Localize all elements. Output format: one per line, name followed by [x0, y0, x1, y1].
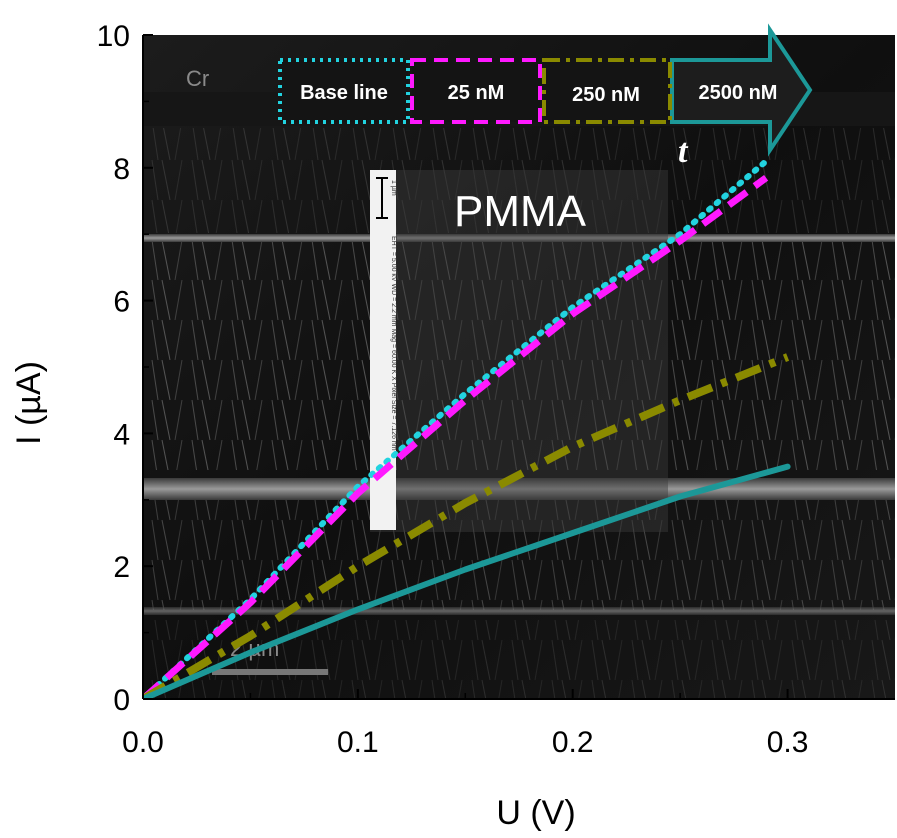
electrode-bar [143, 478, 895, 500]
x-axis-title: U (V) [496, 794, 575, 832]
inset-info-text: EHT = 5.00 kV WD = 2.2 mm Mag = 60.00 K … [390, 236, 397, 451]
y-tick-label: 4 [113, 418, 130, 451]
x-tick-label: 0.0 [122, 726, 164, 759]
electrode-bar [143, 234, 895, 242]
y-tick-label: 10 [97, 20, 130, 53]
y-tick-label: 6 [113, 286, 130, 319]
legend-label-250nm: 250 nM [572, 84, 640, 106]
legend-label-2500nm: 2500 nM [699, 82, 778, 104]
series-line-0 [143, 158, 770, 699]
legend-box-25nm [410, 58, 542, 124]
y-tick-label: 8 [113, 153, 130, 186]
time-arrow [670, 23, 813, 157]
y-tick-label: 2 [113, 551, 130, 584]
series-line-1 [143, 174, 769, 699]
x-tick-label: 0.3 [767, 726, 809, 759]
legend-box-baseline [278, 58, 410, 124]
legend-box-250nm [542, 58, 672, 124]
electrode-label: Cr [186, 66, 209, 91]
x-tick-label: 0.2 [552, 726, 594, 759]
x-ticks: 0.0 0.1 0.2 0.3 [122, 689, 808, 759]
series-layer [143, 158, 791, 699]
legend: Base line 25 nM 250 nM 2500 nM t [278, 23, 813, 170]
y-ticks: 0 2 4 6 8 10 [97, 20, 153, 717]
y-axis-title: I (µA) [10, 361, 48, 445]
legend-label-25nm: 25 nM [448, 82, 505, 104]
time-arrow-label: t [678, 133, 689, 170]
series-line-2 [143, 353, 790, 699]
series-line-3 [143, 463, 791, 699]
inset-scale-label: 1 µm [390, 180, 397, 196]
electrode-bar [143, 607, 895, 615]
x-tick-label: 0.1 [337, 726, 379, 759]
y-tick-label: 0 [113, 684, 130, 717]
legend-label-baseline: Base line [300, 82, 388, 104]
pmma-label: PMMA [454, 187, 587, 236]
